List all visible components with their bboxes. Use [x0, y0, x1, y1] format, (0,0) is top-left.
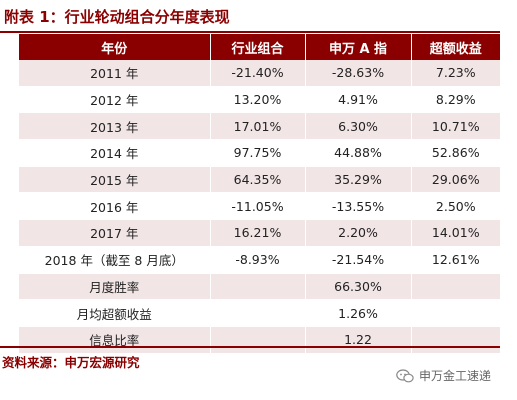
column-header-benchmark: 申万 A 指 — [305, 34, 412, 60]
column-header-portfolio: 行业组合 — [210, 34, 306, 60]
table-row: 月度胜率 66.30% — [19, 273, 500, 301]
table-cell: 2015 年 — [19, 166, 211, 194]
table-cell: 2017 年 — [19, 219, 211, 247]
source-note: 资料来源：申万宏源研究 — [2, 355, 140, 370]
table-row: 2016 年 -11.05% -13.55% 2.50% — [19, 192, 500, 221]
table-cell — [411, 273, 500, 301]
table-cell — [411, 326, 500, 354]
table-cell: 信息比率 — [19, 326, 211, 354]
table-cell: 4.91% — [305, 86, 412, 114]
table-cell: 2018 年（截至 8 月底） — [19, 246, 211, 274]
title-divider — [0, 31, 500, 33]
table-row: 2014 年 97.75% 44.88% 52.86% — [19, 139, 500, 167]
table-cell: 2016 年 — [19, 192, 211, 221]
table-cell: 12.61% — [411, 246, 500, 274]
table-cell — [210, 273, 306, 301]
table-cell: -21.40% — [210, 60, 306, 87]
watermark-text: 申万金工速递 — [419, 369, 492, 383]
table-cell: 7.23% — [411, 60, 500, 87]
table-cell: 10.71% — [411, 112, 500, 141]
page-title: 附表 1：行业轮动组合分年度表现 — [4, 8, 230, 26]
table-header-row: 年份 行业组合 申万 A 指 超额收益 — [19, 34, 500, 60]
table-cell: 44.88% — [305, 139, 412, 167]
table-cell: 16.21% — [210, 219, 306, 247]
wechat-icon — [396, 368, 414, 383]
table-cell: 2.20% — [305, 219, 412, 247]
table-cell: 13.20% — [210, 86, 306, 114]
column-header-excess: 超额收益 — [411, 34, 500, 60]
table-cell: 1.26% — [305, 299, 412, 327]
table-cell: 52.86% — [411, 139, 500, 167]
table-cell: 6.30% — [305, 112, 412, 141]
table-cell: 月均超额收益 — [19, 299, 211, 327]
table-cell: 2011 年 — [19, 60, 211, 87]
table-cell: -11.05% — [210, 192, 306, 221]
table-cell: 8.29% — [411, 86, 500, 114]
bottom-divider — [0, 346, 500, 348]
table-cell: 2014 年 — [19, 139, 211, 167]
table-cell: -8.93% — [210, 246, 306, 274]
table-row: 2017 年 16.21% 2.20% 14.01% — [19, 219, 500, 247]
table-cell: 17.01% — [210, 112, 306, 141]
table-cell — [210, 299, 306, 327]
column-header-year: 年份 — [19, 34, 211, 60]
table-row: 2018 年（截至 8 月底） -8.93% -21.54% 12.61% — [19, 246, 500, 274]
table-row: 月均超额收益 1.26% — [19, 299, 500, 327]
table-cell: 29.06% — [411, 166, 500, 194]
table-row: 2011 年 -21.40% -28.63% 7.23% — [19, 60, 500, 87]
table-cell: -21.54% — [305, 246, 412, 274]
table-row: 信息比率 1.22 — [19, 326, 500, 354]
table-cell — [210, 326, 306, 354]
table-cell: -28.63% — [305, 60, 412, 87]
table-cell: 97.75% — [210, 139, 306, 167]
table-cell: 14.01% — [411, 219, 500, 247]
table-cell: 1.22 — [305, 326, 412, 354]
table-cell: 64.35% — [210, 166, 306, 194]
table-cell: 35.29% — [305, 166, 412, 194]
table-cell — [411, 299, 500, 327]
table-cell: -13.55% — [305, 192, 412, 221]
performance-table: 年份 行业组合 申万 A 指 超额收益 2011 年 -21.40% -28.6… — [19, 34, 500, 354]
table-cell: 2.50% — [411, 192, 500, 221]
table-cell: 2013 年 — [19, 112, 211, 141]
watermark: 申万金工速递 — [396, 367, 491, 384]
table-row: 2013 年 17.01% 6.30% 10.71% — [19, 112, 500, 141]
table-cell: 2012 年 — [19, 86, 211, 114]
table-row: 2012 年 13.20% 4.91% 8.29% — [19, 86, 500, 114]
table-cell: 月度胜率 — [19, 273, 211, 301]
table-row: 2015 年 64.35% 35.29% 29.06% — [19, 166, 500, 194]
table-cell: 66.30% — [305, 273, 412, 301]
